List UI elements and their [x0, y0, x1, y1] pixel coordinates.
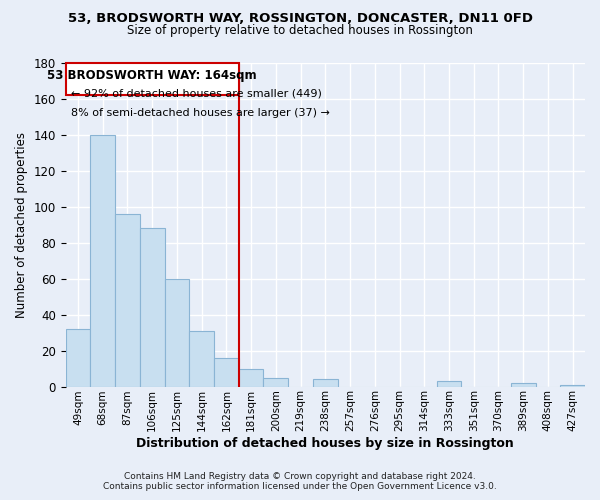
Bar [560, 384, 585, 386]
Bar [239, 368, 263, 386]
Text: 8% of semi-detached houses are larger (37) →: 8% of semi-detached houses are larger (3… [71, 108, 330, 118]
Bar [115, 214, 140, 386]
Bar [65, 329, 91, 386]
Bar [190, 330, 214, 386]
X-axis label: Distribution of detached houses by size in Rossington: Distribution of detached houses by size … [136, 437, 514, 450]
Text: Contains HM Land Registry data © Crown copyright and database right 2024.: Contains HM Land Registry data © Crown c… [124, 472, 476, 481]
FancyBboxPatch shape [65, 62, 239, 95]
Bar [511, 383, 536, 386]
Text: Contains public sector information licensed under the Open Government Licence v3: Contains public sector information licen… [103, 482, 497, 491]
Bar [263, 378, 288, 386]
Bar [91, 134, 115, 386]
Text: Size of property relative to detached houses in Rossington: Size of property relative to detached ho… [127, 24, 473, 37]
Y-axis label: Number of detached properties: Number of detached properties [15, 132, 28, 318]
Text: ← 92% of detached houses are smaller (449): ← 92% of detached houses are smaller (44… [71, 88, 322, 99]
Bar [437, 381, 461, 386]
Bar [164, 278, 190, 386]
Bar [140, 228, 164, 386]
Text: 53 BRODSWORTH WAY: 164sqm: 53 BRODSWORTH WAY: 164sqm [47, 69, 257, 82]
Bar [313, 380, 338, 386]
Text: 53, BRODSWORTH WAY, ROSSINGTON, DONCASTER, DN11 0FD: 53, BRODSWORTH WAY, ROSSINGTON, DONCASTE… [67, 12, 533, 26]
Bar [214, 358, 239, 386]
